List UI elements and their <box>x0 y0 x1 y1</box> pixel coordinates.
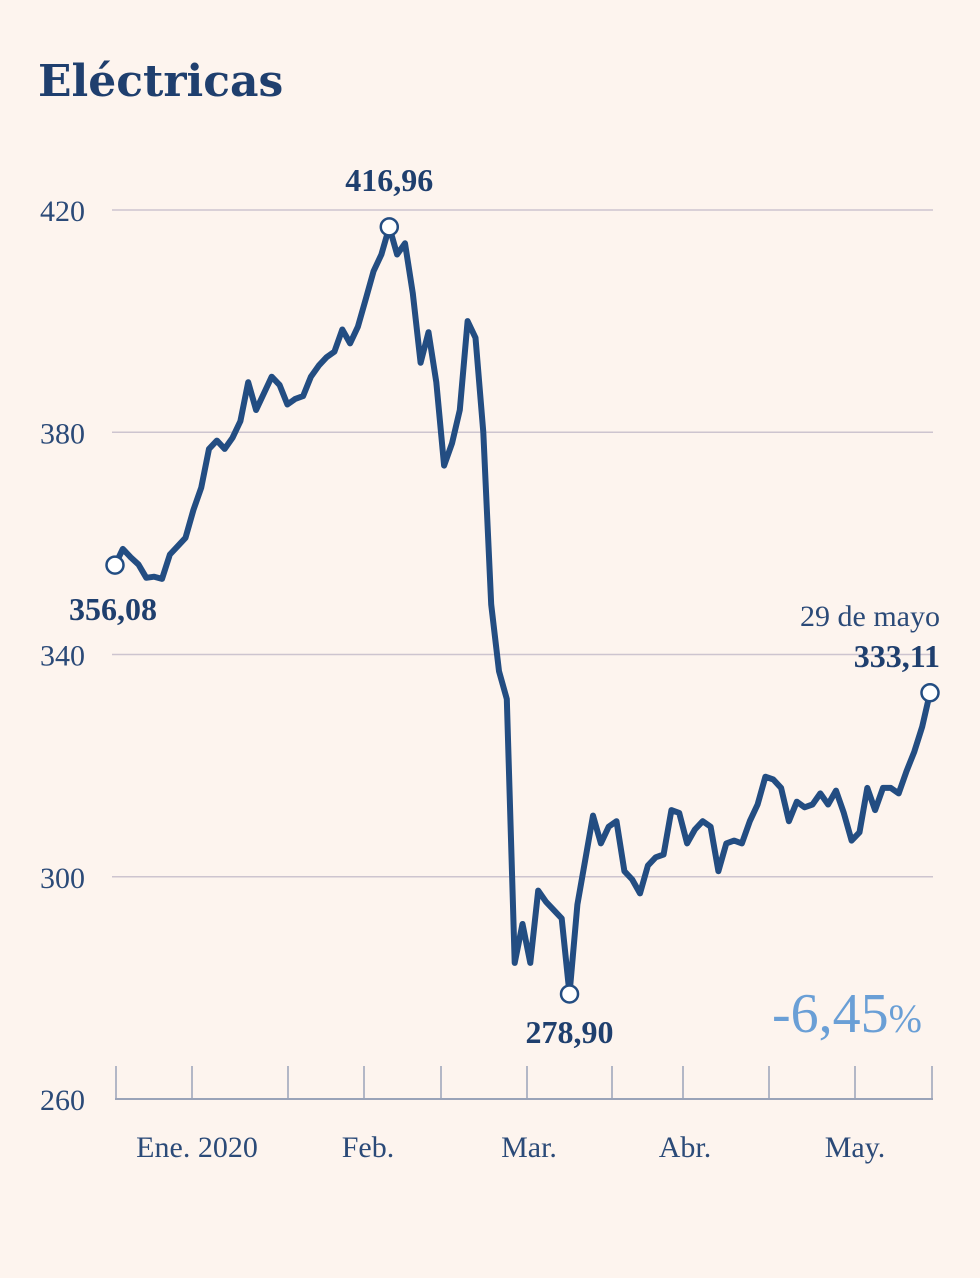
data-point-marker <box>379 217 400 237</box>
change-value: -6,45% <box>772 983 922 1045</box>
data-caption: 29 de mayo <box>800 600 940 633</box>
data-label: 278,90 <box>526 1014 614 1050</box>
y-tick-label: 380 <box>40 417 85 450</box>
x-tick-label: Mar. <box>501 1131 557 1164</box>
chart-title: Eléctricas <box>38 56 283 107</box>
x-tick-label: Abr. <box>659 1131 712 1164</box>
change-unit: % <box>889 996 922 1041</box>
x-axis: Ene. 2020 Feb. Mar. Abr. May. <box>115 1066 933 1164</box>
y-axis-ticks: 420 380 340 300 260 <box>40 195 85 1117</box>
gridlines <box>112 209 933 878</box>
x-tick-label: May. <box>825 1131 886 1164</box>
data-point-marker <box>105 555 125 575</box>
data-label: 333,11 <box>854 638 940 674</box>
data-point-marker <box>920 683 940 703</box>
annotations: 356,08 416,96 278,90 333,11 29 de mayo <box>69 162 940 1050</box>
data-label: 356,08 <box>69 591 157 627</box>
y-tick-label: 340 <box>40 640 85 673</box>
y-tick-label: 300 <box>40 862 85 895</box>
data-label: 416,96 <box>345 162 433 198</box>
y-tick-label: 260 <box>40 1084 85 1117</box>
data-point-marker <box>559 984 580 1004</box>
series-line <box>112 223 933 997</box>
y-tick-label: 420 <box>40 195 85 228</box>
series-group <box>112 223 933 997</box>
x-tick-label: Feb. <box>342 1131 395 1164</box>
x-tick-label: Ene. 2020 <box>136 1131 258 1164</box>
change-number: -6,45 <box>772 983 889 1045</box>
